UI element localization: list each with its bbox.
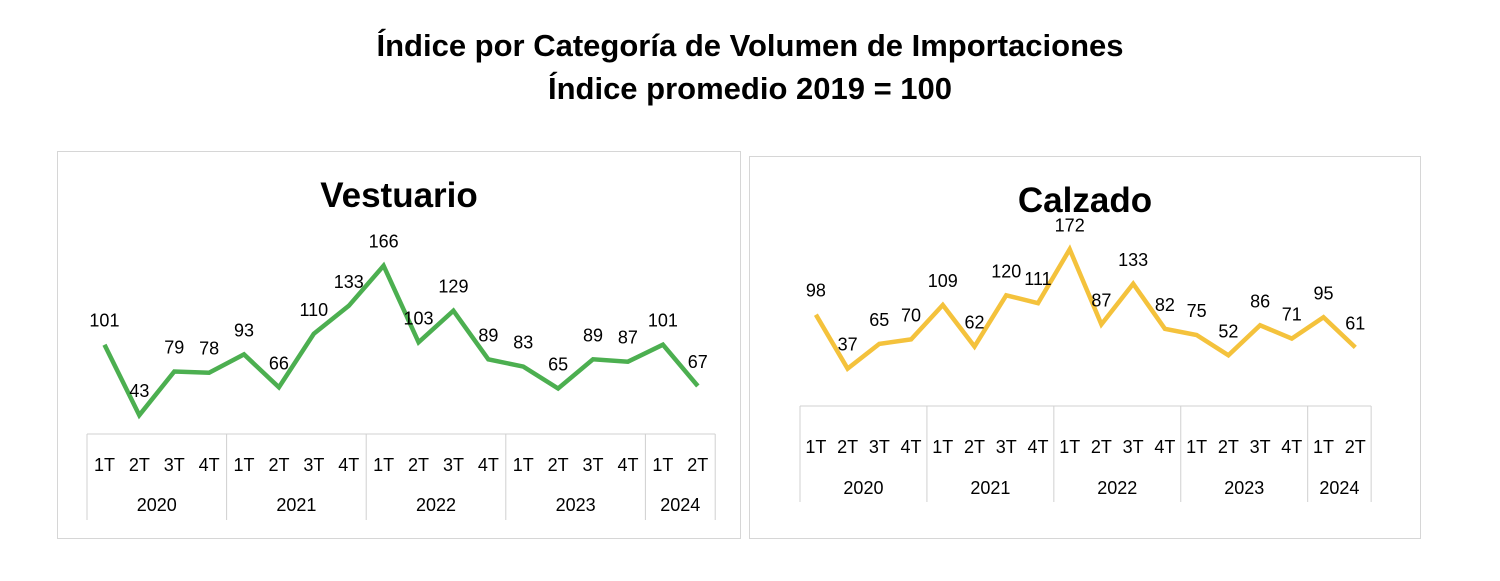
quarter-tick-label: 1T [94,455,115,475]
main-subtitle: Índice promedio 2019 = 100 [547,71,953,106]
quarter-tick-label: 2T [1345,437,1366,457]
chart-title-calzado: Calzado [1018,181,1152,220]
quarter-tick-label: 1T [805,437,826,457]
quarter-tick-label: 1T [513,455,534,475]
quarter-tick-label: 4T [338,455,359,475]
category-axis-calzado: 1T 2T 3T 4T 1T 2T 3T 4T 1T 2T 3T 4T 1T 2T 3T 4T 1T 2T 2020… [799,405,1372,502]
data-label: 65 [548,354,568,374]
data-label: 61 [1345,313,1365,333]
quarter-tick-label: 1T [1059,437,1080,457]
data-label: 120 [991,261,1021,281]
year-tick-label: 2020 [843,478,883,498]
year-tick-label: 2024 [1319,478,1359,498]
data-label: 71 [1282,305,1302,325]
quarter-tick-label: 3T [303,455,324,475]
data-label: 95 [1314,283,1334,303]
data-label: 166 [369,232,399,252]
data-label: 101 [89,311,119,331]
data-label: 93 [234,320,254,340]
quarter-tick-label: 3T [443,455,464,475]
quarter-tick-label: 3T [164,455,185,475]
quarter-tick-label: 3T [583,455,604,475]
data-label: 79 [164,337,184,357]
data-label: 87 [618,328,638,348]
data-label: 83 [513,333,533,353]
quarter-tick-label: 2T [1218,437,1239,457]
data-label: 43 [129,381,149,401]
quarter-tick-label: 4T [617,455,638,475]
quarter-tick-label: 1T [652,455,673,475]
data-label: 103 [404,308,434,328]
quarter-tick-label: 1T [1313,437,1334,457]
year-tick-label: 2024 [660,495,700,515]
quarter-tick-label: 2T [1091,437,1112,457]
data-label: 133 [1118,250,1148,270]
category-axis-vestuario: 1T 2T 3T 4T 1T 2T 3T 4T 1T 2T 3T 4T 1T 2T 3T 4T 1T 2T 2020… [86,433,716,520]
data-label: 82 [1155,295,1175,315]
data-label: 70 [901,305,921,325]
data-label: 75 [1187,301,1207,321]
quarter-tick-label: 2T [408,455,429,475]
data-label: 62 [964,313,984,333]
quarter-tick-label: 4T [1281,437,1302,457]
data-label: 86 [1250,291,1270,311]
quarter-tick-label: 2T [548,455,569,475]
data-label: 129 [438,277,468,297]
quarter-tick-label: 3T [1123,437,1144,457]
data-label: 109 [928,271,958,291]
year-tick-label: 2023 [556,495,596,515]
data-label: 67 [688,352,708,372]
quarter-tick-label: 4T [901,437,922,457]
chart-panel-vestuario: Vestuario 1T 2T 3T 4T 1T 2T 3T 4T 1T 2T 3T 4T 1T 2T 3T 4… [57,151,741,539]
data-label: 89 [583,325,603,345]
year-tick-label: 2021 [970,478,1010,498]
quarter-tick-label: 4T [478,455,499,475]
quarter-tick-label: 2T [687,455,708,475]
data-label: 52 [1218,321,1238,341]
data-label: 133 [334,272,364,292]
data-label: 37 [838,335,858,355]
data-label: 66 [269,353,289,373]
quarter-tick-label: 2T [268,455,289,475]
quarter-tick-label: 4T [1154,437,1175,457]
quarter-tick-label: 1T [932,437,953,457]
quarter-tick-label: 3T [996,437,1017,457]
quarter-tick-label: 3T [1250,437,1271,457]
data-label: 172 [1055,215,1085,235]
year-tick-label: 2022 [416,495,456,515]
data-label: 65 [869,310,889,330]
data-label: 110 [299,300,328,320]
data-label: 78 [199,339,219,359]
data-label: 101 [648,311,678,331]
year-tick-label: 2022 [1097,478,1137,498]
quarter-tick-label: 1T [1186,437,1207,457]
year-tick-label: 2021 [276,495,316,515]
data-label: 89 [478,325,498,345]
quarter-tick-label: 1T [234,455,255,475]
chart-svg-vestuario: Vestuario 1T 2T 3T 4T 1T 2T 3T 4T 1T 2T 3T 4T 1T 2T 3T 4… [86,176,716,520]
data-label: 111 [1024,269,1051,289]
chart-panel-calzado: Calzado 1T 2T 3T 4T 1T 2T 3T 4T 1T 2T 3T 4T 1T 2T 3T 4T 1… [749,156,1421,539]
quarter-tick-label: 2T [129,455,150,475]
quarter-tick-label: 2T [837,437,858,457]
year-tick-label: 2020 [137,495,177,515]
quarter-tick-label: 4T [199,455,220,475]
main-title: Índice por Categoría de Volumen de Impor… [376,28,1124,63]
year-tick-label: 2023 [1224,478,1264,498]
quarter-tick-label: 1T [373,455,394,475]
series-line-calzado [813,244,1357,372]
series-line-vestuario [102,261,700,420]
quarter-tick-label: 3T [869,437,890,457]
data-label: 98 [806,281,826,301]
quarter-tick-label: 2T [964,437,985,457]
chart-title-vestuario: Vestuario [320,176,478,215]
data-label: 87 [1091,290,1111,310]
quarter-tick-label: 4T [1027,437,1048,457]
